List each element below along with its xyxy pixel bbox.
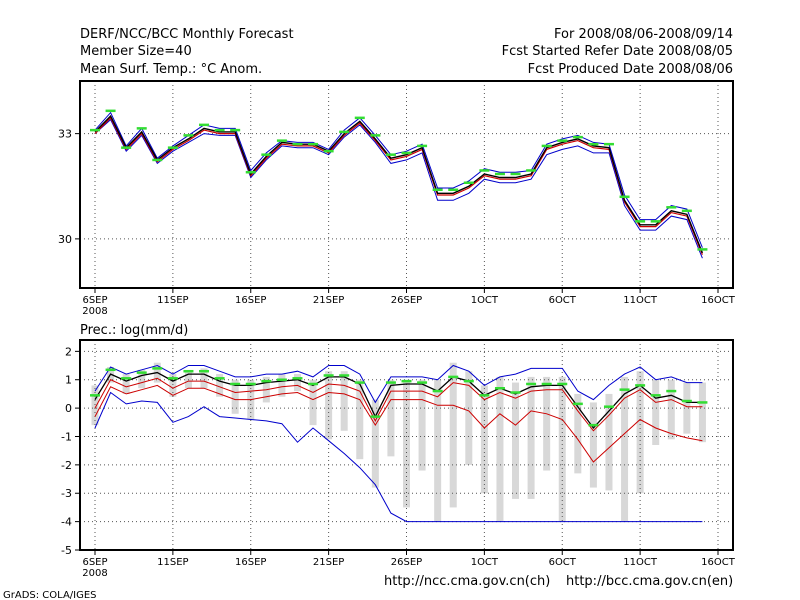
spread-bar [558, 376, 566, 522]
variable-label: Mean Surf. Temp.: °C Anom. [80, 62, 262, 77]
spread-bar [231, 379, 239, 414]
x-tick-label: 11OCT [623, 557, 658, 568]
spread-bar [325, 371, 333, 440]
spread-bar [527, 376, 535, 499]
spread-bar [667, 379, 675, 440]
y-tick-label: -3 [61, 487, 72, 500]
spread-bar [698, 382, 706, 443]
series-mean-line [94, 371, 703, 430]
spread-bar [387, 379, 395, 457]
plot-frame [79, 80, 734, 289]
x-tick-label: 16SEP [235, 557, 266, 568]
x-tick-label: 1OCT [471, 557, 499, 568]
x-tick-sublabel: 2008 [82, 568, 107, 579]
x-tick-label: 11SEP [157, 557, 188, 568]
spread-bar [138, 369, 146, 389]
spread-bar [434, 379, 442, 522]
series-max-line [94, 111, 703, 248]
x-tick-label: 26SEP [391, 557, 422, 568]
series-low-red-line [94, 384, 703, 463]
forecast-period: For 2008/08/06-2008/09/14 [554, 27, 733, 42]
spread-bar [278, 374, 286, 397]
series-max-line [94, 364, 703, 404]
series-min-line [94, 377, 703, 432]
x-tick-label: 26SEP [391, 295, 422, 306]
y-tick-label: 0 [65, 402, 72, 415]
spread-bar [169, 374, 177, 397]
y-tick-label: 1 [65, 374, 72, 387]
x-tick-label: 1OCT [471, 295, 499, 306]
x-tick-label: 6OCT [549, 557, 577, 568]
spread-bar [293, 374, 301, 392]
spread-bar [465, 371, 473, 465]
url-en-link[interactable]: http://bcc.cma.gov.cn(en) [566, 574, 733, 589]
spread-bar [340, 371, 348, 431]
produced-date: Fcst Produced Date 2008/08/06 [528, 62, 733, 77]
x-tick-label: 16OCT [701, 295, 736, 306]
chart-title: DERF/NCC/BCC Monthly Forecast [80, 27, 294, 42]
y-tick-label: -1 [61, 430, 72, 443]
y-tick-label: 33 [58, 128, 72, 141]
x-tick-label: 6SEP [82, 295, 107, 306]
spread-bar [652, 379, 660, 445]
series-min-line [94, 116, 703, 255]
spread-bar [543, 376, 551, 471]
spread-bar [418, 379, 426, 471]
series-min-blue-line [94, 118, 703, 259]
spread-bar [371, 399, 379, 488]
y-tick-label: 2 [65, 345, 72, 358]
spread-bar [122, 374, 130, 394]
x-tick-label: 6SEP [82, 557, 107, 568]
x-tick-label: 6OCT [549, 295, 577, 306]
spread-bar [91, 385, 99, 426]
spread-bar [309, 379, 317, 426]
x-tick-sublabel: 2008 [82, 306, 107, 317]
member-size: Member Size=40 [80, 44, 192, 59]
x-tick-label: 21SEP [313, 557, 344, 568]
spread-bar [403, 379, 410, 508]
x-tick-label: 11OCT [623, 295, 658, 306]
spread-bar [216, 374, 224, 397]
spread-bar [200, 368, 208, 389]
spread-bar [574, 393, 582, 474]
grads-credit: GrADS: COLA/IGES [3, 590, 97, 600]
y-tick-label: -5 [61, 544, 72, 557]
x-tick-label: 21SEP [313, 295, 344, 306]
spread-bar [683, 382, 691, 434]
spread-bar [605, 393, 613, 491]
spread-bar [449, 362, 457, 508]
spread-bar [512, 382, 520, 499]
precip-title: Prec.: log(mm/d) [80, 323, 188, 338]
spread-bar [496, 376, 504, 522]
start-date: Fcst Started Refer Date 2008/08/05 [502, 44, 733, 59]
y-tick-label: -4 [61, 516, 72, 529]
y-tick-label: -2 [61, 459, 72, 472]
series-low-blue-line [94, 391, 703, 523]
spread-bar [356, 379, 364, 460]
x-tick-label: 16OCT [701, 557, 736, 568]
spread-bar [589, 402, 597, 488]
series-mean-line [94, 114, 704, 254]
url-ch-link[interactable]: http://ncc.cma.gov.cn(ch) [384, 574, 550, 589]
x-tick-label: 16SEP [235, 295, 266, 306]
spread-bar [480, 385, 488, 494]
y-tick-label: 30 [58, 233, 72, 246]
x-tick-label: 11SEP [157, 295, 188, 306]
spread-bar [621, 376, 629, 522]
